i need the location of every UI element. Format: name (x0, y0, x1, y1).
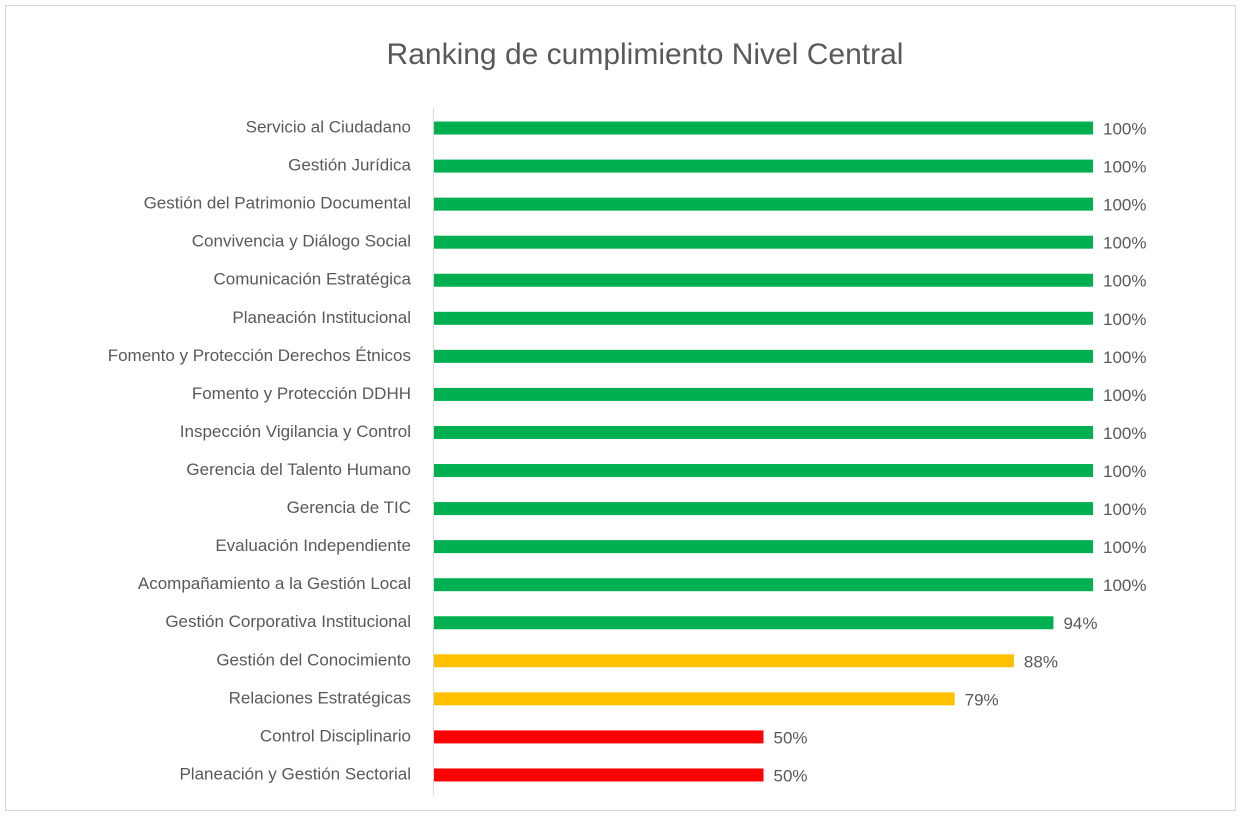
category-label: Fomento y Protección DDHH (192, 384, 411, 403)
value-label: 100% (1103, 386, 1146, 405)
bar (434, 349, 1093, 363)
bar (434, 197, 1093, 211)
category-label: Gestión Corporativa Institucional (165, 612, 411, 631)
bar (434, 159, 1093, 173)
value-label: 94% (1063, 614, 1097, 633)
bar (434, 387, 1093, 401)
category-label: Planeación Institucional (232, 308, 411, 327)
bar (434, 121, 1093, 135)
category-label: Convivencia y Diálogo Social (192, 232, 411, 251)
value-label: 79% (965, 690, 999, 709)
bar (434, 692, 955, 706)
value-label: 50% (774, 766, 808, 785)
value-label: 100% (1103, 538, 1146, 557)
bar (434, 235, 1093, 249)
bar (434, 616, 1054, 630)
category-label: Inspección Vigilancia y Control (180, 422, 411, 441)
value-label: 100% (1103, 462, 1146, 481)
category-label: Gestión del Conocimiento (216, 650, 411, 669)
category-label: Planeación y Gestión Sectorial (179, 764, 411, 783)
category-label: Gestión del Patrimonio Documental (144, 194, 411, 213)
category-label: Control Disciplinario (260, 726, 411, 745)
chart-title: Ranking de cumplimiento Nivel Central (387, 38, 904, 71)
bar (434, 730, 764, 744)
value-label: 100% (1103, 120, 1146, 139)
category-label: Acompañamiento a la Gestión Local (138, 574, 411, 593)
value-label: 100% (1103, 158, 1146, 177)
value-label: 100% (1103, 576, 1146, 595)
bar (434, 768, 764, 782)
category-label: Evaluación Independiente (215, 536, 411, 555)
value-label: 100% (1103, 272, 1146, 291)
category-label: Gerencia de TIC (287, 498, 411, 517)
value-label: 100% (1103, 310, 1146, 329)
bar (434, 502, 1093, 516)
category-label: Gestión Jurídica (288, 156, 411, 175)
value-label: 88% (1024, 652, 1058, 671)
bar (434, 540, 1093, 554)
category-label: Gerencia del Talento Humano (186, 460, 411, 479)
value-label: 100% (1103, 196, 1146, 215)
chart-frame (5, 5, 1236, 811)
category-label: Servicio al Ciudadano (246, 118, 411, 137)
value-label: 100% (1103, 348, 1146, 367)
value-label: 100% (1103, 424, 1146, 443)
category-label: Fomento y Protección Derechos Étnicos (108, 346, 411, 365)
bar (434, 578, 1093, 592)
value-label: 100% (1103, 500, 1146, 519)
value-label: 50% (774, 728, 808, 747)
bar (434, 464, 1093, 478)
bar (434, 273, 1093, 287)
bar (434, 311, 1093, 325)
value-label: 100% (1103, 234, 1146, 253)
category-label: Comunicación Estratégica (214, 270, 412, 289)
bar (434, 654, 1014, 668)
category-label: Relaciones Estratégicas (229, 688, 411, 707)
bar (434, 425, 1093, 439)
